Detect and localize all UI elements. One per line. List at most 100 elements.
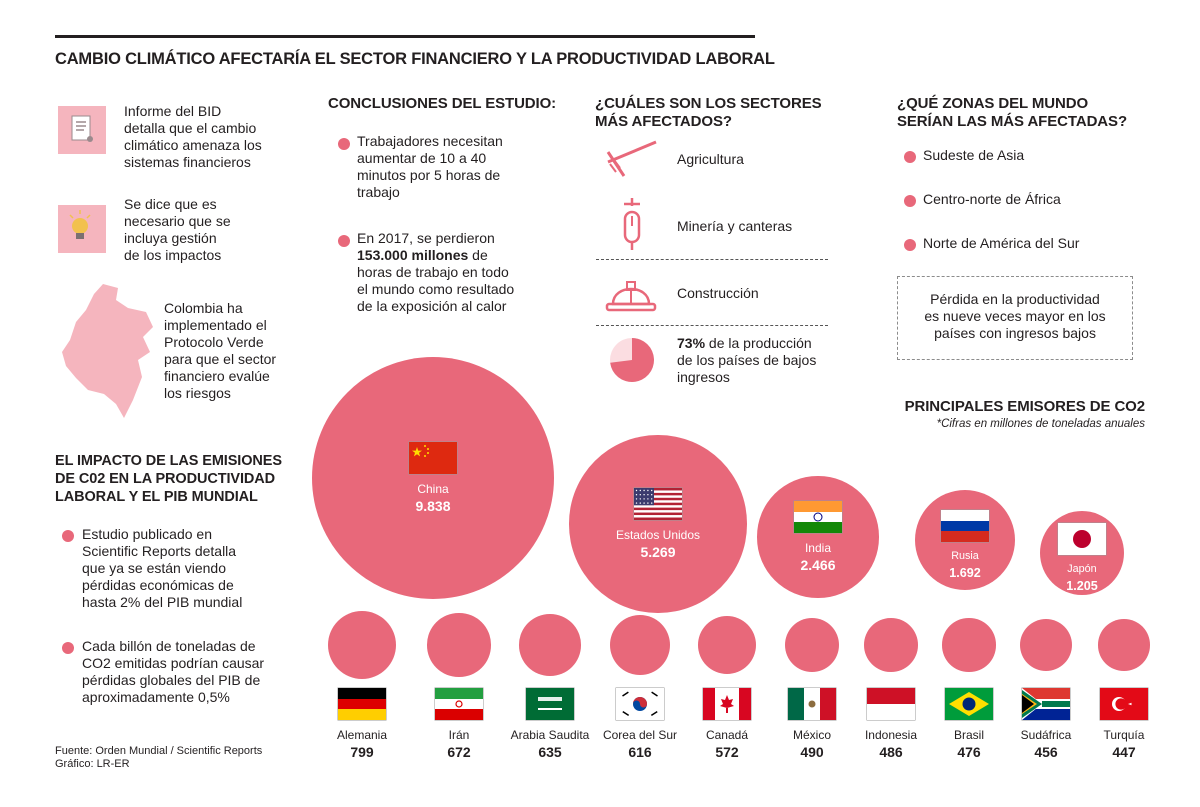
bubble-china: China 9.838 — [312, 357, 554, 599]
document-icon — [58, 106, 106, 154]
bubble-japon: Japón 1.205 — [1039, 510, 1125, 596]
chart-unit-note: *Cifras en millones de toneladas anuales — [936, 418, 1145, 430]
value-label: 799 — [350, 744, 374, 760]
zone-item: Sudeste de Asia — [923, 147, 1025, 163]
bullet-dot — [62, 642, 74, 654]
bubble-alemania — [327, 610, 397, 680]
canada-flag-icon — [703, 688, 751, 720]
country-label: Arabia Saudita — [510, 728, 590, 742]
bullet-dot — [904, 195, 916, 207]
china-flag-icon — [409, 442, 457, 474]
impact-item-1: Estudio publicado en Scientific Reports … — [82, 526, 242, 611]
stat-percent: 73% — [677, 335, 706, 351]
flag-holder — [1100, 688, 1148, 720]
country-label: Brasil — [953, 728, 984, 742]
heading-line: ¿CUÁLES SON LOS SECTORES — [595, 95, 822, 112]
flag-holder — [945, 688, 993, 720]
sectors-heading: ¿CUÁLES SON LOS SECTORES MÁS AFECTADOS? — [595, 95, 822, 131]
mining-icon — [618, 198, 646, 255]
pie-icon — [609, 337, 655, 388]
flag-holder — [338, 688, 386, 720]
note-line: Se dice que es — [124, 196, 217, 212]
country-label: Turquía — [1103, 728, 1145, 742]
note-line: Colombia ha — [164, 300, 243, 316]
note-line: implementado el — [164, 317, 267, 333]
source-line: Fuente: Orden Mundial / Scientific Repor… — [55, 745, 263, 757]
item-line: pérdidas globales del PIB de — [82, 672, 261, 688]
bubble-value-label: 1.205 — [1066, 578, 1098, 593]
indonesia-flag-icon — [867, 688, 915, 720]
item-line: Estudio publicado en — [82, 526, 212, 542]
stat-text: de la producción — [705, 335, 812, 351]
zone-item: Centro-norte de África — [923, 191, 1061, 207]
chart-title: PRINCIPALES EMISORES DE CO2 — [904, 398, 1146, 415]
bubble-rusia: Rusia 1.692 — [914, 489, 1016, 591]
bullet-dot — [62, 530, 74, 542]
item-line: hasta 2% del PIB mundial — [82, 594, 243, 610]
note-bid: Informe del BID detalla que el cambio cl… — [124, 103, 262, 171]
bubble-iran — [427, 613, 491, 677]
colombia-map-icon — [58, 282, 158, 427]
india-flag-icon — [793, 500, 842, 533]
stat-line: 73% de la producción — [677, 335, 816, 352]
heading-line: LABORAL Y EL PIB MUNDIAL — [55, 489, 258, 505]
arabia-saudita-flag-icon — [526, 688, 574, 720]
lightbulb-icon — [58, 205, 106, 253]
pie-slice-73 — [610, 338, 654, 382]
flag-holder — [867, 688, 915, 720]
zones-note-box — [897, 276, 1133, 360]
bullet-dot — [904, 239, 916, 251]
flag-holder — [526, 688, 574, 720]
brasil-flag-icon — [945, 688, 993, 720]
value-label: 635 — [538, 744, 562, 760]
bullet-dot — [338, 138, 350, 150]
note-line: Protocolo Verde — [164, 334, 264, 350]
item-line: Trabajadores necesitan — [357, 133, 503, 149]
source-note: Fuente: Orden Mundial / Scientific Repor… — [55, 745, 262, 771]
zone-item: Norte de América del Sur — [923, 235, 1080, 251]
rake-icon — [604, 138, 660, 183]
flag-holder — [1022, 688, 1070, 720]
flag-holder — [435, 688, 483, 720]
country-label: Indonesia — [864, 728, 918, 742]
value-label: 486 — [879, 744, 903, 760]
bubble-country-label: Rusia — [951, 549, 979, 562]
country-label: Corea del Sur — [602, 728, 678, 742]
bubble-indonesia — [864, 618, 918, 672]
sector-agricultura: Agricultura — [677, 151, 744, 167]
value-label: 490 — [800, 744, 824, 760]
conclusions-heading: CONCLUSIONES DEL ESTUDIO: — [328, 95, 557, 112]
item-line: que ya se están viendo — [82, 560, 226, 576]
bubble-country-label: China — [417, 482, 449, 496]
impact-item-2: Cada billón de toneladas de CO2 emitidas… — [82, 638, 264, 706]
item-line: minutos por 5 horas de — [357, 167, 501, 183]
stat-line: de los países de bajos — [677, 352, 817, 368]
sudafrica-flag-icon — [1022, 688, 1070, 720]
note-line: los riesgos — [164, 385, 231, 401]
country-label: Irán — [448, 728, 470, 742]
sector-stat: 73% de la producción de los países de ba… — [677, 335, 816, 386]
note-line: países con ingresos bajos — [934, 325, 1096, 341]
note-line: Informe del BID — [124, 103, 222, 119]
hardhat-icon — [605, 270, 657, 321]
flag-holder — [616, 688, 664, 720]
item-line: Cada billón de toneladas de — [82, 638, 256, 654]
credit-line: Gráfico: LR-ER — [55, 758, 130, 770]
value-label: 447 — [1112, 744, 1136, 760]
flag-holder — [788, 688, 836, 720]
item-line: Scientific Reports detalla — [82, 543, 237, 559]
note-line: financiero evalúe — [164, 368, 270, 384]
bubble-corea-del-sur — [609, 614, 671, 676]
bullet-dot — [338, 235, 350, 247]
note-line: climático amenaza los — [124, 137, 262, 153]
item-line: aumentar de 10 a 40 — [357, 150, 487, 166]
sector-construccion: Construcción — [677, 285, 759, 301]
country-label: México — [792, 728, 831, 742]
bubble-country-label: Japón — [1067, 562, 1097, 575]
mexico-flag-icon — [788, 688, 836, 720]
item-line: pérdidas económicas de — [82, 577, 234, 593]
bubble-india: India 2.466 — [757, 476, 879, 598]
value-label: 572 — [715, 744, 739, 760]
bubble-value-label: 9.838 — [415, 498, 451, 514]
